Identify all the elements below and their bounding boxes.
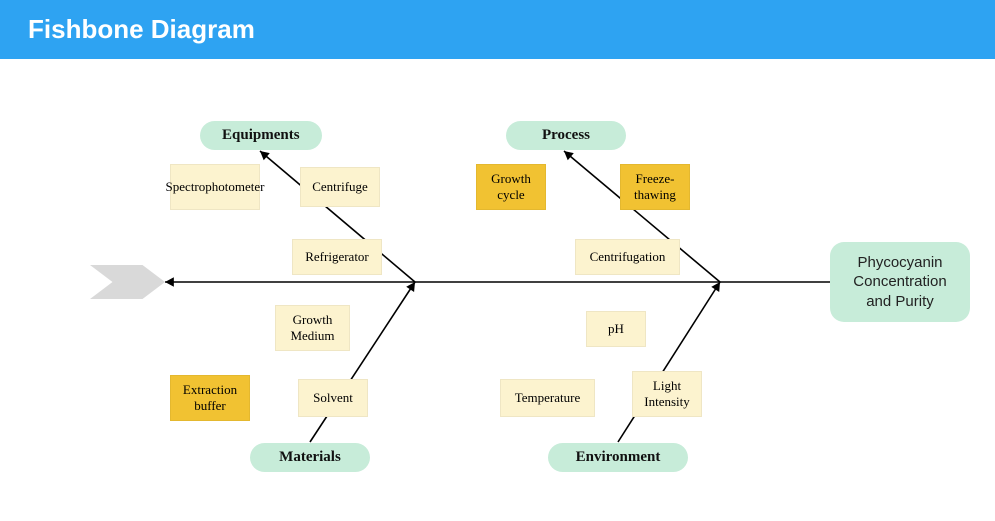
category-process: Process: [506, 121, 626, 150]
cause-label: Spectrophotometer: [166, 179, 265, 195]
cause-label: Refrigerator: [305, 249, 369, 265]
cause-box: Light Intensity: [632, 371, 702, 417]
page-title: Fishbone Diagram: [28, 14, 255, 44]
cause-label: Centrifugation: [590, 249, 666, 265]
cause-box: Extraction buffer: [170, 375, 250, 421]
cause-box: Growth Medium: [275, 305, 350, 351]
cause-label: Centrifuge: [312, 179, 368, 195]
fishbone-canvas: Phycocyanin Concentration and Purity Equi…: [0, 59, 995, 519]
cause-label: Solvent: [313, 390, 353, 406]
effect-box: Phycocyanin Concentration and Purity: [830, 242, 970, 322]
fishbone-tail-icon: [90, 265, 165, 299]
cause-box: Temperature: [500, 379, 595, 417]
cause-box: Freeze-thawing: [620, 164, 690, 210]
cause-label: pH: [608, 321, 624, 337]
effect-label: Phycocyanin Concentration and Purity: [848, 253, 952, 312]
category-environment: Environment: [548, 443, 688, 472]
category-equipments: Equipments: [200, 121, 322, 150]
cause-label: Extraction buffer: [183, 382, 237, 413]
cause-box: pH: [586, 311, 646, 347]
cause-box: Centrifugation: [575, 239, 680, 275]
cause-label: Temperature: [515, 390, 581, 406]
category-materials: Materials: [250, 443, 370, 472]
cause-box: Spectrophotometer: [170, 164, 260, 210]
cause-label: Freeze-thawing: [633, 171, 677, 202]
cause-box: Growth cycle: [476, 164, 546, 210]
cause-label: Growth cycle: [489, 171, 533, 202]
cause-label: Light Intensity: [644, 378, 690, 409]
cause-box: Refrigerator: [292, 239, 382, 275]
page-header: Fishbone Diagram: [0, 0, 995, 59]
cause-label: Growth Medium: [288, 312, 337, 343]
cause-box: Solvent: [298, 379, 368, 417]
cause-box: Centrifuge: [300, 167, 380, 207]
